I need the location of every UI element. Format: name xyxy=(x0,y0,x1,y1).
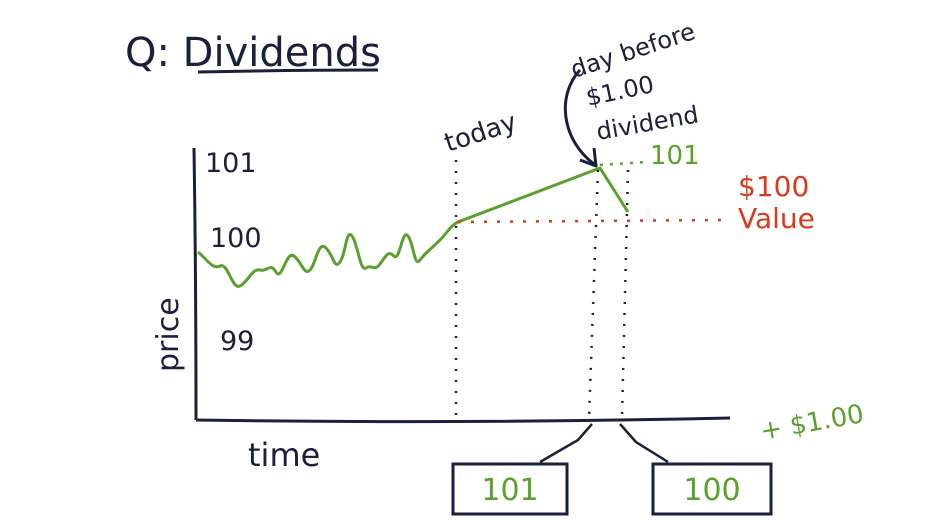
value-label: Value xyxy=(738,202,815,235)
title-underline xyxy=(197,68,379,74)
peak-arrow-head xyxy=(579,147,598,168)
y-tick-99: 99 xyxy=(220,326,254,357)
before-box-connector xyxy=(539,423,593,464)
today-label: today xyxy=(441,107,521,158)
peak-dotted-line xyxy=(599,160,647,167)
price-rise-and-drop-line xyxy=(457,166,630,224)
after-value-box xyxy=(651,462,773,516)
x-axis-label: time xyxy=(248,436,320,474)
value-amount-label: $100 xyxy=(738,170,809,203)
before-value-box xyxy=(451,462,569,516)
peak-arrow-shaft xyxy=(563,68,595,166)
plus-dividend-label: + $1.00 xyxy=(758,399,866,447)
peak-value-label: 101 xyxy=(650,141,700,171)
before-value-text: 101 xyxy=(481,473,538,508)
price-history-line xyxy=(197,220,459,288)
after-value-text: 100 xyxy=(683,473,740,508)
diagram-title: Q: Dividends xyxy=(125,30,381,76)
y-axis xyxy=(192,147,198,421)
y-tick-101: 101 xyxy=(205,148,257,179)
x-axis xyxy=(195,416,731,424)
day-before-dotted-line xyxy=(587,169,600,419)
y-tick-100: 100 xyxy=(210,223,262,254)
after-box-connector xyxy=(619,423,669,464)
value-100-dotted-line xyxy=(457,218,723,224)
y-axis-label: price xyxy=(151,297,186,372)
